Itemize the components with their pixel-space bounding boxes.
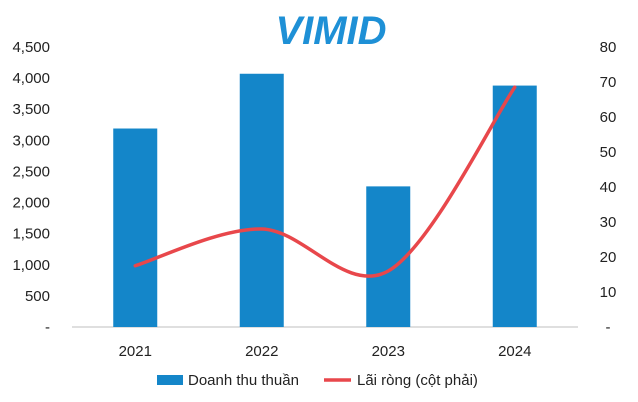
bar-2023 — [366, 186, 411, 327]
bar-series — [113, 73, 537, 327]
bar-2022 — [239, 73, 284, 327]
axes: - 500 1,000 1,500 2,000 2,500 3,000 3,500 4,000 4… — [12, 39, 616, 360]
y-left-tick-label: 1,500 — [12, 226, 50, 243]
x-tick-label: 2021 — [119, 343, 152, 360]
y-left-tick-label: 4,500 — [12, 39, 50, 56]
vimid-logo: VIMID — [275, 9, 386, 53]
y-right-tick-label: 20 — [600, 249, 617, 266]
legend-swatch-bar — [157, 375, 183, 385]
line-series — [133, 85, 517, 278]
logo-text: VIMID — [275, 9, 386, 53]
bar-2021 — [113, 128, 158, 327]
y-right-tick-label: 60 — [600, 109, 617, 126]
y-right-tick-label: - — [606, 319, 611, 336]
y-left-tick-label: 1,000 — [12, 257, 50, 274]
line-path-net-profit — [133, 85, 517, 278]
y-left-tick-label: 2,500 — [12, 163, 50, 180]
x-tick-label: 2022 — [245, 343, 278, 360]
y-right-tick-label: 10 — [600, 284, 617, 301]
legend-label-bar: Doanh thu thuần — [188, 372, 299, 389]
y-right-tick-label: 40 — [600, 179, 617, 196]
y-left-tick-label: 2,000 — [12, 195, 50, 212]
y-left-tick-label: 4,000 — [12, 70, 50, 87]
y-right-tick-label: 70 — [600, 74, 617, 91]
x-tick-label: 2024 — [498, 343, 531, 360]
y-right-tick-label: 30 — [600, 214, 617, 231]
legend-label-line: Lãi ròng (cột phải) — [357, 372, 478, 389]
y-left-tick-label: 500 — [25, 288, 50, 305]
y-left-tick-label: 3,500 — [12, 101, 50, 118]
y-right-tick-label: 50 — [600, 144, 617, 161]
bar-2024 — [492, 85, 537, 327]
y-left-tick-label: - — [45, 319, 50, 336]
y-left-tick-label: 3,000 — [12, 132, 50, 149]
x-tick-label: 2023 — [372, 343, 405, 360]
legend: Doanh thu thuần Lãi ròng (cột phải) — [157, 372, 478, 389]
y-right-tick-label: 80 — [600, 39, 617, 56]
